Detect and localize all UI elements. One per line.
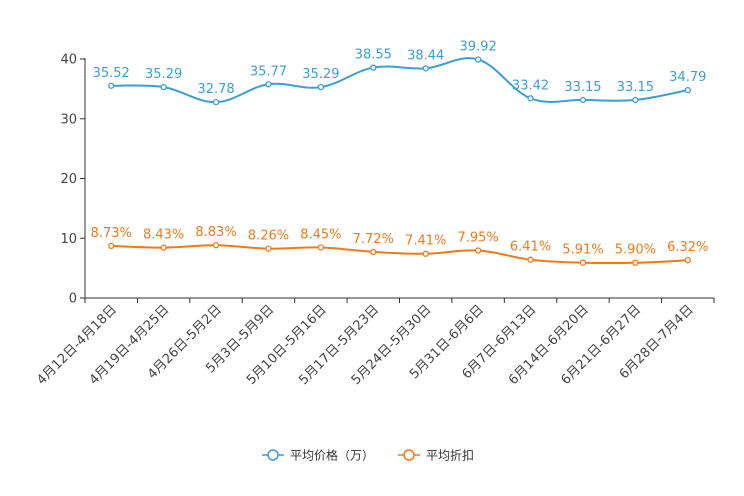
- data-point: [632, 259, 639, 266]
- data-label: 38.55: [355, 48, 392, 63]
- data-label: 5.90%: [615, 243, 656, 258]
- data-point: [160, 83, 167, 91]
- data-point: [265, 81, 272, 88]
- data-point: [527, 256, 534, 263]
- legend-label: 平均价格（万）: [290, 448, 374, 463]
- data-point: [160, 244, 167, 251]
- legend-marker-icon: [267, 449, 279, 461]
- data-label: 7.95%: [457, 230, 498, 245]
- data-point: [317, 244, 325, 251]
- data-point: [474, 56, 482, 63]
- legend-item-2: 平均折扣: [398, 448, 474, 463]
- data-label: 38.44: [407, 48, 444, 63]
- data-point: [108, 82, 115, 89]
- data-label: 8.26%: [248, 229, 289, 244]
- data-label: 39.92: [460, 39, 497, 54]
- data-label: 6.41%: [510, 240, 551, 255]
- data-point: [527, 95, 534, 102]
- data-label: 33.42: [512, 78, 549, 93]
- data-point: [632, 96, 639, 104]
- data-label: 35.52: [93, 66, 130, 81]
- data-point: [579, 96, 587, 104]
- legend: 平均价格（万） 平均折扣: [262, 448, 474, 463]
- legend-label: 平均折扣: [426, 448, 474, 463]
- data-label: 35.29: [145, 67, 182, 82]
- data-label: 8.73%: [91, 226, 132, 241]
- y-tick-label: 10: [60, 232, 77, 247]
- data-point: [370, 64, 377, 71]
- data-point: [684, 257, 691, 264]
- data-point: [422, 250, 429, 257]
- data-label: 5.91%: [562, 243, 603, 258]
- series-1: 35.52 35.29 32.78 35.77 35.29 38.55 38.44 39.92…: [93, 39, 706, 106]
- legend-marker-icon: [403, 449, 415, 461]
- data-point: [579, 259, 587, 266]
- data-point: [108, 242, 115, 249]
- data-label: 32.78: [197, 82, 234, 97]
- data-label: 33.15: [564, 80, 601, 95]
- data-label: 7.72%: [353, 232, 394, 247]
- data-point: [474, 247, 482, 254]
- series-line: [111, 244, 688, 265]
- data-point: [317, 83, 325, 91]
- series-line: [111, 57, 688, 104]
- data-label: 6.32%: [667, 240, 708, 255]
- legend-item-1: 平均价格（万）: [262, 448, 374, 463]
- data-point: [370, 248, 377, 256]
- data-point: [265, 245, 272, 252]
- data-label: 7.41%: [405, 234, 446, 249]
- data-point: [212, 242, 220, 249]
- y-tick-label: 40: [60, 53, 77, 68]
- data-label: 8.45%: [300, 228, 341, 243]
- series-2: 8.73% 8.43% 8.83% 8.26% 8.45% 7.72% 7.41% 7.95%…: [91, 225, 708, 266]
- y-tick-label: 20: [60, 172, 77, 187]
- data-point: [212, 98, 220, 106]
- y-tick-label: 0: [69, 292, 77, 307]
- data-label: 8.43%: [143, 228, 184, 243]
- data-label: 35.77: [250, 64, 287, 79]
- y-tick-label: 30: [60, 112, 77, 127]
- data-label: 34.79: [669, 70, 706, 85]
- data-point: [422, 65, 429, 72]
- data-label: 8.83%: [195, 225, 236, 240]
- data-label: 33.15: [617, 80, 654, 95]
- data-label: 35.29: [302, 67, 339, 82]
- data-point: [684, 86, 691, 94]
